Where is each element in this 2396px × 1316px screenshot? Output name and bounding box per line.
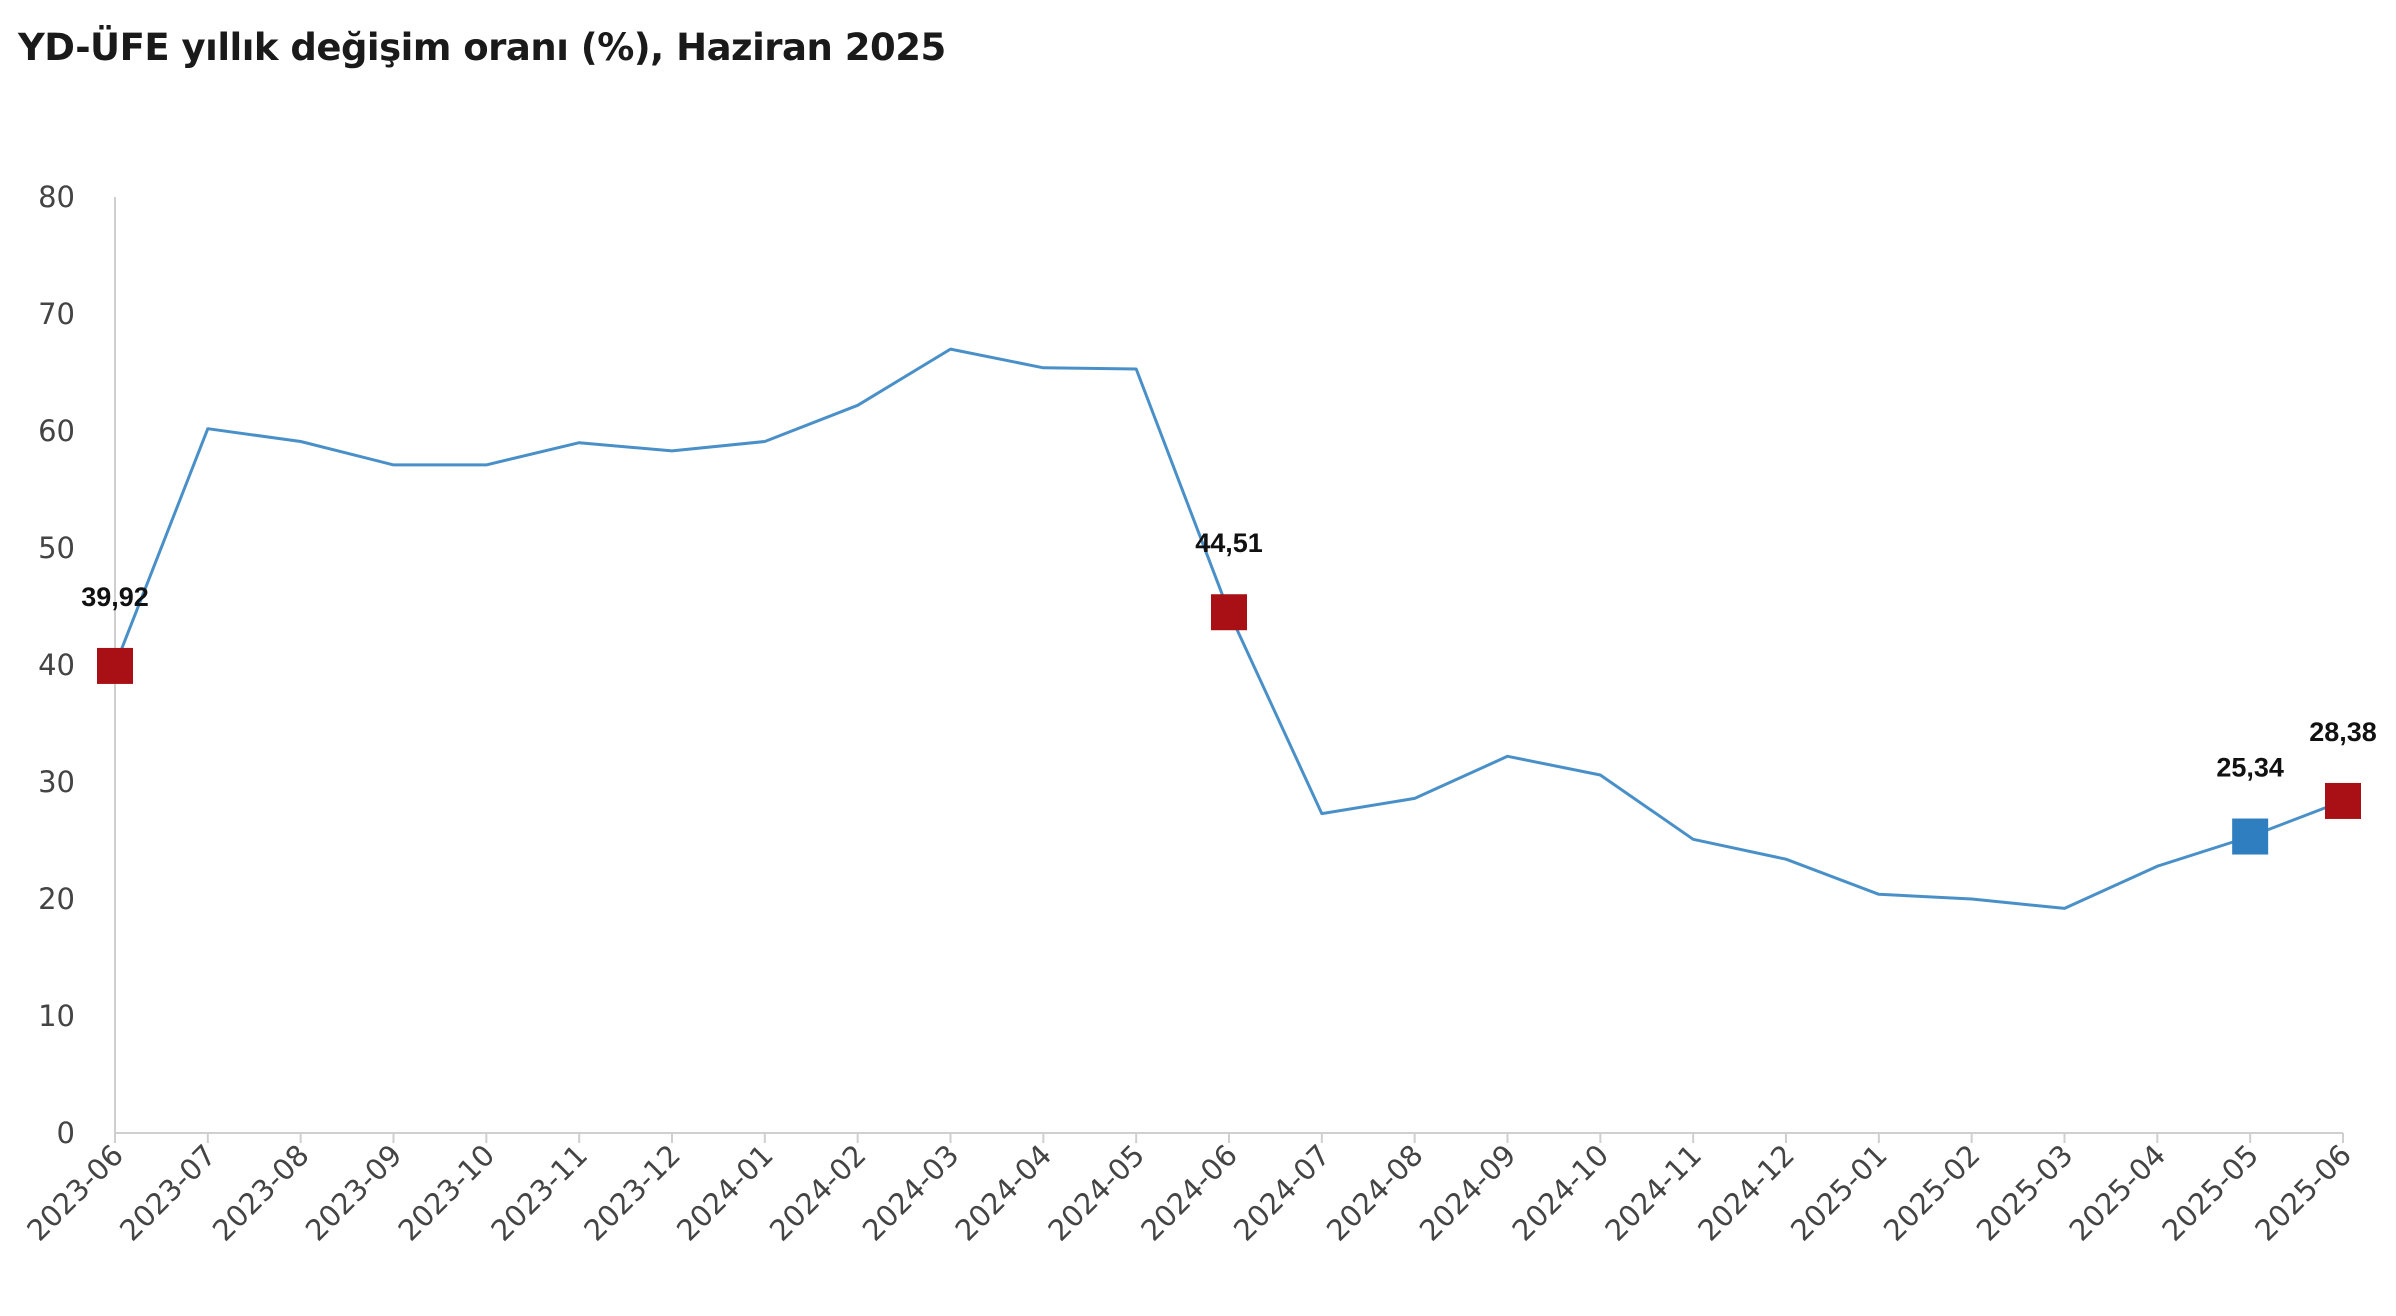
x-tick-label: 2024-07 bbox=[1227, 1138, 1337, 1248]
x-tick-label: 2023-07 bbox=[113, 1138, 223, 1248]
x-tick-label: 2024-05 bbox=[1041, 1138, 1151, 1248]
x-tick-label: 2025-01 bbox=[1784, 1138, 1894, 1248]
data-point-marker bbox=[2325, 782, 2361, 819]
x-tick-label: 2023-06 bbox=[20, 1138, 130, 1248]
x-tick-label: 2023-08 bbox=[206, 1138, 316, 1248]
y-tick-label: 40 bbox=[38, 648, 75, 682]
highlight-markers bbox=[97, 594, 2361, 855]
x-tick-label: 2023-12 bbox=[577, 1138, 687, 1248]
data-label: 25,34 bbox=[2216, 753, 2284, 783]
x-tick-label: 2025-03 bbox=[1970, 1138, 2080, 1248]
chart-title: YD-ÜFE yıllık değişim oranı (%), Haziran… bbox=[18, 26, 946, 69]
data-label: 28,38 bbox=[2309, 717, 2377, 747]
x-tick-label: 2025-05 bbox=[2155, 1138, 2265, 1248]
y-tick-label: 60 bbox=[38, 414, 75, 448]
data-label: 39,92 bbox=[81, 582, 149, 612]
x-tick-label: 2024-10 bbox=[1506, 1138, 1616, 1248]
x-tick-label: 2024-03 bbox=[856, 1138, 966, 1248]
y-tick-label: 30 bbox=[38, 765, 75, 799]
x-tick-label: 2023-11 bbox=[484, 1138, 594, 1248]
data-point-marker bbox=[2232, 818, 2269, 855]
data-label: 44,51 bbox=[1195, 528, 1263, 558]
y-tick-label: 20 bbox=[38, 882, 75, 916]
x-axis: 2023-062023-072023-082023-092023-102023-… bbox=[20, 1132, 2358, 1248]
data-point-marker bbox=[1211, 594, 1247, 631]
x-tick-label: 2024-04 bbox=[949, 1138, 1059, 1248]
data-point-marker bbox=[97, 647, 133, 684]
x-tick-label: 2025-04 bbox=[2063, 1138, 2173, 1248]
x-tick-label: 2024-08 bbox=[1320, 1138, 1430, 1248]
data-labels: 39,92 44,51 25,34 28,38 bbox=[81, 528, 2377, 782]
x-tick-label: 2025-06 bbox=[2248, 1138, 2358, 1248]
y-tick-label: 0 bbox=[57, 1116, 75, 1150]
y-tick-label: 70 bbox=[38, 297, 75, 331]
x-tick-label: 2024-01 bbox=[670, 1138, 780, 1248]
x-tick-label: 2023-10 bbox=[392, 1138, 502, 1248]
x-tick-label: 2024-11 bbox=[1598, 1138, 1708, 1248]
y-tick-label: 50 bbox=[38, 531, 75, 565]
y-axis: 0 10 20 30 40 50 60 70 80 bbox=[38, 180, 116, 1150]
x-tick-label: 2024-06 bbox=[1134, 1138, 1244, 1248]
x-tick-label: 2024-12 bbox=[1691, 1138, 1801, 1248]
x-tick-label: 2025-02 bbox=[1877, 1138, 1987, 1248]
y-tick-label: 10 bbox=[38, 999, 75, 1033]
x-tick-label: 2024-02 bbox=[763, 1138, 873, 1248]
x-tick-label: 2023-09 bbox=[299, 1138, 409, 1248]
x-tick-label: 2024-09 bbox=[1413, 1138, 1523, 1248]
y-tick-label: 80 bbox=[38, 180, 75, 214]
